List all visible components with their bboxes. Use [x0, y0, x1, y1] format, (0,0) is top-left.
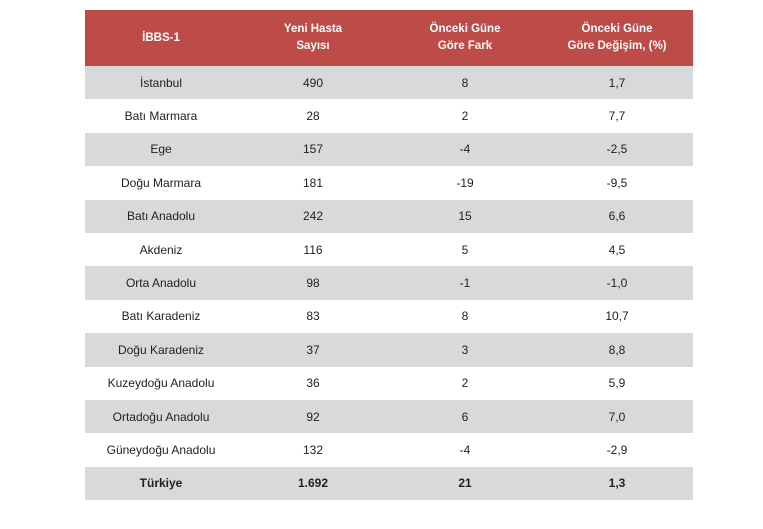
diff-cell: 6	[389, 399, 541, 434]
diff-cell: 8	[389, 299, 541, 334]
diff-cell: 21	[389, 466, 541, 501]
change-pct-cell: 10,7	[541, 299, 693, 334]
col-header-change-pct: Önceki Güne Göre Değişim, (%)	[541, 10, 693, 66]
table-row: Kuzeydoğu Anadolu 36 2 5,9	[85, 366, 693, 400]
change-pct-cell: -9,5	[541, 166, 693, 200]
table-row: Ege 157 -4 -2,5	[85, 132, 693, 167]
table-row: Batı Marmara 28 2 7,7	[85, 99, 693, 133]
table-row: Akdeniz 116 5 4,5	[85, 232, 693, 267]
table-row: Batı Karadeniz 83 8 10,7	[85, 299, 693, 334]
table-total-row: Türkiye 1.692 21 1,3	[85, 466, 693, 501]
col-header-diff: Önceki Güne Göre Fark	[389, 10, 541, 66]
change-pct-cell: 1,3	[541, 466, 693, 501]
change-pct-cell: 5,9	[541, 366, 693, 400]
table-row: İstanbul 490 8 1,7	[85, 66, 693, 100]
table-row: Ortadoğu Anadolu 92 6 7,0	[85, 399, 693, 434]
table-row: Doğu Karadeniz 37 3 8,8	[85, 333, 693, 367]
diff-cell: 8	[389, 66, 541, 100]
new-patients-cell: 116	[237, 232, 389, 267]
change-pct-cell: 7,0	[541, 399, 693, 434]
diff-cell: 3	[389, 333, 541, 367]
change-pct-cell: 8,8	[541, 333, 693, 367]
diff-cell: 2	[389, 366, 541, 400]
region-cell: Orta Anadolu	[85, 266, 237, 300]
region-cell: Batı Anadolu	[85, 199, 237, 233]
region-cell: Türkiye	[85, 466, 237, 501]
region-cell: Doğu Marmara	[85, 166, 237, 200]
new-patients-cell: 92	[237, 399, 389, 434]
new-patients-cell: 36	[237, 366, 389, 400]
regional-patients-table-container: İBBS-1 Yeni Hasta Sayısı Önceki Güne Gör…	[85, 10, 693, 501]
diff-cell: -19	[389, 166, 541, 200]
table-row: Güneydoğu Anadolu 132 -4 -2,9	[85, 433, 693, 467]
table-row: Doğu Marmara 181 -19 -9,5	[85, 166, 693, 200]
change-pct-cell: 4,5	[541, 232, 693, 267]
diff-cell: 15	[389, 199, 541, 233]
change-pct-cell: -2,5	[541, 132, 693, 167]
region-cell: Doğu Karadeniz	[85, 333, 237, 367]
table-row: Batı Anadolu 242 15 6,6	[85, 199, 693, 233]
region-cell: Kuzeydoğu Anadolu	[85, 366, 237, 400]
col-header-region: İBBS-1	[85, 10, 237, 66]
diff-cell: 2	[389, 99, 541, 133]
new-patients-cell: 1.692	[237, 466, 389, 501]
region-cell: Güneydoğu Anadolu	[85, 433, 237, 467]
new-patients-cell: 37	[237, 333, 389, 367]
diff-cell: -1	[389, 266, 541, 300]
new-patients-cell: 157	[237, 132, 389, 167]
diff-cell: -4	[389, 433, 541, 467]
region-cell: İstanbul	[85, 66, 237, 100]
new-patients-cell: 98	[237, 266, 389, 300]
new-patients-cell: 28	[237, 99, 389, 133]
change-pct-cell: -1,0	[541, 266, 693, 300]
table-header-row: İBBS-1 Yeni Hasta Sayısı Önceki Güne Gör…	[85, 10, 693, 66]
change-pct-cell: 6,6	[541, 199, 693, 233]
region-cell: Akdeniz	[85, 232, 237, 267]
diff-cell: 5	[389, 232, 541, 267]
col-header-new-patients: Yeni Hasta Sayısı	[237, 10, 389, 66]
region-cell: Batı Karadeniz	[85, 299, 237, 334]
regional-patients-table: İBBS-1 Yeni Hasta Sayısı Önceki Güne Gör…	[85, 10, 693, 501]
region-cell: Batı Marmara	[85, 99, 237, 133]
table-row: Orta Anadolu 98 -1 -1,0	[85, 266, 693, 300]
new-patients-cell: 132	[237, 433, 389, 467]
region-cell: Ege	[85, 132, 237, 167]
new-patients-cell: 490	[237, 66, 389, 100]
region-cell: Ortadoğu Anadolu	[85, 399, 237, 434]
change-pct-cell: 1,7	[541, 66, 693, 100]
new-patients-cell: 242	[237, 199, 389, 233]
new-patients-cell: 181	[237, 166, 389, 200]
change-pct-cell: 7,7	[541, 99, 693, 133]
new-patients-cell: 83	[237, 299, 389, 334]
diff-cell: -4	[389, 132, 541, 167]
change-pct-cell: -2,9	[541, 433, 693, 467]
